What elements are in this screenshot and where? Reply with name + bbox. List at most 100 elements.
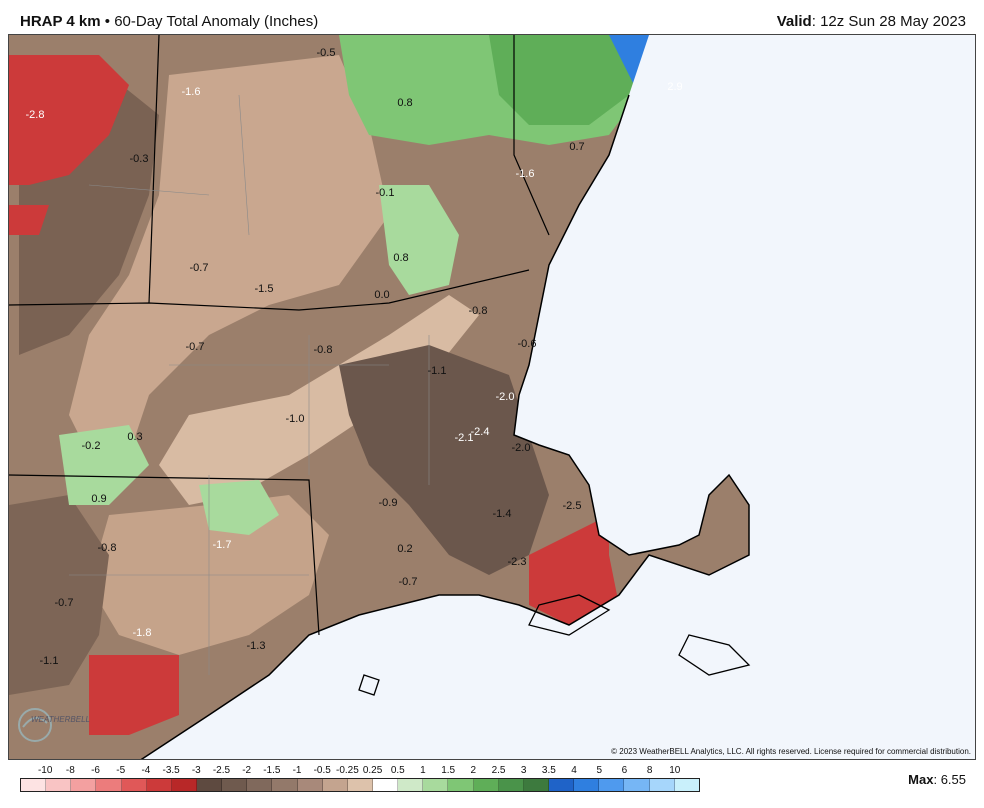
county-lines: [69, 94, 430, 675]
red-region: [9, 55, 129, 185]
legend-tick: -3.5: [162, 765, 180, 776]
green-region-5: [199, 480, 279, 535]
map-value-label: 0.0: [374, 289, 390, 301]
map-value-label: -2.1: [454, 432, 474, 444]
map-value-label: -0.1: [375, 187, 395, 199]
legend-color-cell: [347, 779, 373, 791]
legend-tick: 1.5: [441, 765, 456, 776]
legend-color-cell: [247, 779, 273, 791]
legend-tick: 0.5: [390, 765, 405, 776]
red-region-2: [9, 205, 49, 235]
legend-color-cell: [448, 779, 474, 791]
map-value-label: 0.8: [397, 97, 413, 109]
color-legend: [20, 778, 700, 792]
legend-tick: 1: [420, 765, 426, 776]
map-value-label: -2.8: [25, 109, 45, 121]
max-value: Max: 6.55: [908, 772, 966, 787]
legend-tick: 10: [669, 765, 681, 776]
anomaly-map: -0.5 0.8 -1.6 -2.8 -0.3 2.9 0.7 -1.6 -0.…: [8, 34, 976, 760]
map-value-label: -1.8: [132, 627, 152, 639]
map-value-label: 0.3: [127, 431, 143, 443]
map-value-label: -0.7: [185, 341, 205, 353]
legend-tick: 2: [470, 765, 477, 776]
legend-tick-labels: -10 -8 -6 -5 -4 -3.5 -3 -2.5 -2 -1.5 -1 -0.5 -0.25 0.…: [20, 765, 700, 777]
dark-brown-region-3: [9, 495, 109, 695]
map-value-label: -1.1: [427, 365, 447, 377]
red-region-3: [89, 655, 179, 735]
legend-tick: -6: [91, 765, 100, 776]
green-region-4: [59, 425, 149, 505]
map-value-label: -1.6: [181, 86, 201, 98]
island-2: [528, 594, 611, 636]
map-value-label: -1.6: [515, 168, 535, 180]
map-value-label: -0.2: [81, 440, 101, 452]
legend-color-cell: [272, 779, 298, 791]
legend-color-cell: [372, 779, 399, 791]
max-number: 6.55: [940, 772, 966, 787]
legend-tick: 8: [646, 765, 653, 776]
legend-tick: 4: [571, 765, 577, 776]
max-label: Max: [908, 772, 934, 787]
map-value-label: -1.0: [285, 413, 305, 425]
legend-tick: 3.5: [541, 765, 556, 776]
state-border-4: [513, 35, 550, 236]
map-value-label: -1.3: [246, 640, 266, 652]
legend-color-cell: [498, 779, 524, 791]
light-tan-region-2: [159, 295, 479, 505]
valid-value: 12z Sun 28 May 2023: [820, 13, 966, 30]
legend-tick: -0.5: [313, 765, 331, 776]
legend-tick: -5: [116, 765, 126, 776]
map-value-label: -0.3: [129, 153, 149, 165]
ocean: [142, 35, 975, 759]
map-title: HRAP 4 km • 60-Day Total Anomaly (Inches…: [20, 13, 318, 30]
map-value-label: -0.7: [398, 576, 418, 588]
legend-color-cell: [171, 779, 197, 791]
legend-color-cell: [624, 779, 650, 791]
map-value-label: -1.1: [39, 655, 59, 667]
logo-text: WEATHERBELL: [31, 715, 90, 724]
island: [678, 634, 751, 676]
header: HRAP 4 km • 60-Day Total Anomaly (Inches…: [0, 0, 984, 34]
legend-color-cell: [21, 779, 47, 791]
map-value-label: -2.4: [470, 426, 490, 438]
legend-color-cell: [523, 779, 549, 791]
red-region-4: [529, 515, 619, 625]
map-value-label: 0.7: [569, 141, 585, 153]
model-name: HRAP 4 km: [20, 13, 101, 30]
legend-tick: 6: [621, 765, 628, 776]
legend-color-cell: [473, 779, 499, 791]
map-value-label: 0.8: [393, 252, 409, 264]
legend-color-cell: [649, 779, 675, 791]
green-region-2: [489, 35, 649, 125]
legend-color-cell: [96, 779, 122, 791]
legend-color-cell: [71, 779, 97, 791]
state-border-3: [148, 35, 160, 304]
legend-color-cell: [674, 779, 699, 791]
legend-tick: -0.25: [336, 765, 359, 776]
valid-time: Valid: 12z Sun 28 May 2023: [776, 13, 966, 30]
map-value-label: -0.6: [517, 338, 537, 350]
legend-color-cell: [222, 779, 248, 791]
legend-tick: -1.5: [263, 765, 281, 776]
valid-label: Valid: [776, 13, 812, 30]
light-tan-region: [69, 55, 389, 475]
map-value-label: -2.0: [511, 442, 531, 454]
legend-tick: 3: [520, 765, 527, 776]
legend-color-cell: [297, 779, 323, 791]
legend-tick: -1: [292, 765, 302, 776]
map-value-label: -2.5: [562, 500, 582, 512]
map-value-label: -0.5: [316, 47, 336, 59]
legend-color-cell: [398, 779, 424, 791]
legend-color-cell: [146, 779, 172, 791]
legend-color-cell: [322, 779, 348, 791]
map-value-label: -1.5: [254, 283, 274, 295]
state-border-2: [9, 474, 320, 636]
map-value-label: 2.9: [667, 81, 683, 93]
legend-color-cell: [574, 779, 600, 791]
logo-swirl-icon: [18, 708, 52, 742]
legend-color-cell: [196, 779, 223, 791]
map-value-label: -0.8: [97, 542, 117, 554]
map-value-label: -2.0: [495, 391, 515, 403]
map-value-label: -0.8: [468, 305, 488, 317]
green-region-3: [379, 185, 459, 295]
